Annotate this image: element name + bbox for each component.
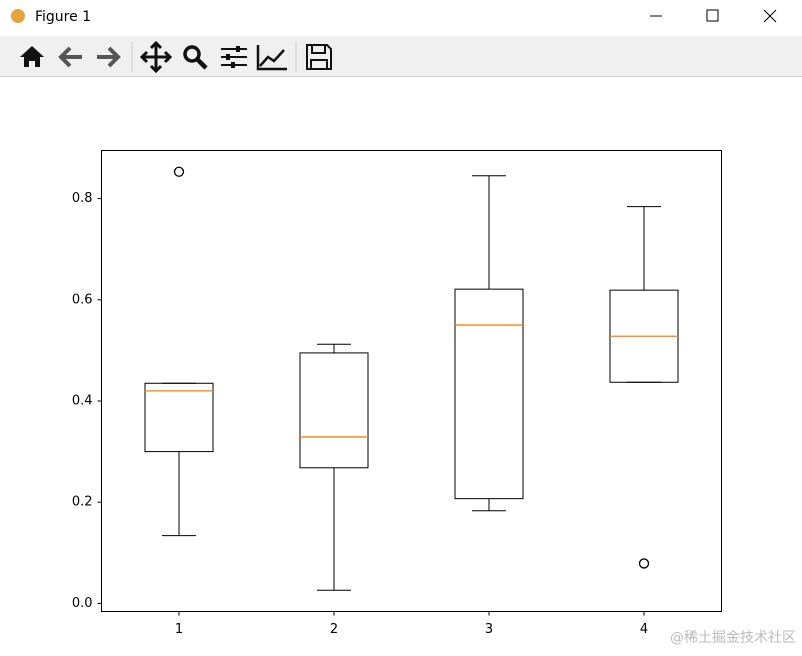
maximize-button[interactable] bbox=[706, 9, 719, 22]
edit-axis-button[interactable] bbox=[256, 45, 287, 71]
window-title: Figure 1 bbox=[35, 9, 91, 25]
x-tick-label: 2 bbox=[330, 622, 338, 637]
y-tick-label: 0.6 bbox=[72, 292, 93, 307]
x-tick-label: 3 bbox=[485, 622, 493, 637]
x-tick-label: 4 bbox=[640, 622, 648, 637]
x-tick-label: 1 bbox=[175, 622, 183, 637]
home-button[interactable] bbox=[20, 46, 44, 67]
box bbox=[299, 352, 369, 469]
y-tick-label: 0.4 bbox=[72, 393, 93, 408]
slider bbox=[231, 62, 235, 68]
toolbar-icons bbox=[20, 40, 332, 74]
close-button[interactable] bbox=[763, 9, 777, 23]
zoom-handle bbox=[195, 57, 208, 70]
flier bbox=[173, 166, 185, 177]
title-bar: Figure 1 bbox=[11, 9, 777, 25]
back-button[interactable] bbox=[58, 46, 82, 68]
box bbox=[454, 288, 524, 500]
flier bbox=[638, 558, 650, 569]
zoom-button[interactable] bbox=[183, 45, 201, 63]
slider bbox=[226, 54, 230, 60]
save-button[interactable] bbox=[306, 44, 332, 70]
box bbox=[144, 382, 214, 453]
watermark: @稀土掘金技术社区 bbox=[670, 630, 796, 646]
slider bbox=[236, 46, 240, 52]
axes-frame bbox=[101, 150, 722, 612]
app-icon bbox=[11, 9, 25, 23]
y-tick-label: 0.2 bbox=[72, 495, 93, 510]
y-tick-label: 0.0 bbox=[72, 596, 93, 611]
toolbar bbox=[0, 36, 802, 76]
y-tick-label: 0.8 bbox=[72, 191, 93, 206]
forward-button[interactable] bbox=[97, 46, 121, 68]
pan-button[interactable] bbox=[139, 40, 173, 74]
